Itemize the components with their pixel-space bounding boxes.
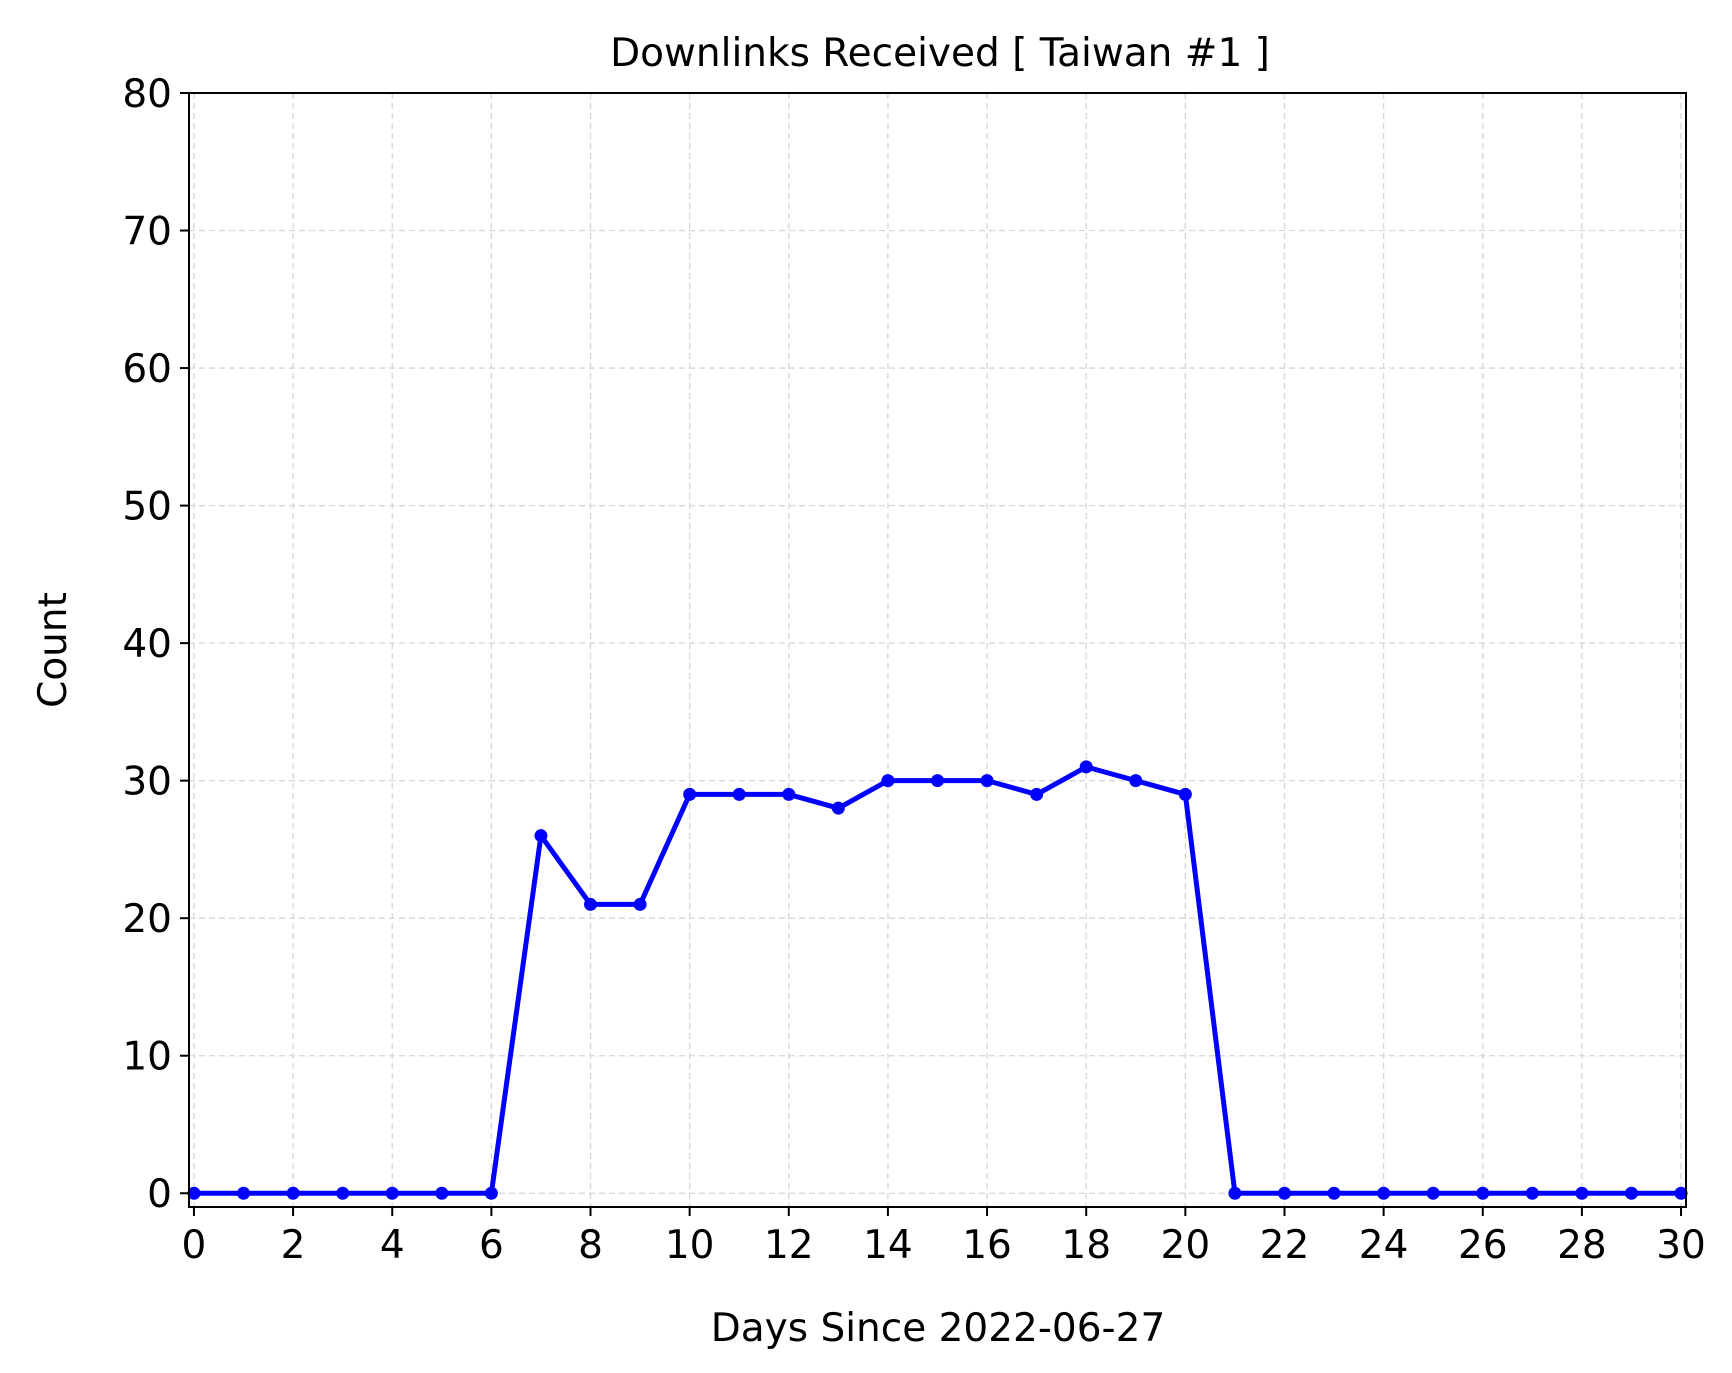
y-tick-label: 70 — [122, 210, 172, 255]
x-tick-label: 26 — [1458, 1223, 1508, 1268]
data-point — [1624, 1186, 1638, 1200]
grid-lines — [189, 92, 1686, 1207]
x-tick-label: 28 — [1557, 1223, 1607, 1268]
data-point — [1129, 774, 1143, 788]
data-point — [931, 774, 944, 788]
data-point — [1277, 1186, 1291, 1200]
data-point — [1079, 760, 1093, 774]
data-point — [683, 787, 697, 801]
data-point — [1575, 1186, 1589, 1200]
y-axis-ticks: 0 10 20 30 40 50 60 70 80 — [122, 72, 189, 1217]
x-axis-label: Days Since 2022-06-27 — [711, 1306, 1166, 1351]
y-tick-label: 30 — [122, 760, 172, 805]
x-tick-label: 2 — [281, 1223, 306, 1268]
data-point — [782, 787, 796, 801]
data-point — [1426, 1186, 1440, 1200]
data-point — [881, 774, 895, 788]
x-axis-ticks: 0 2 4 6 8 10 12 14 16 18 20 22 24 26 28 30 — [182, 1207, 1706, 1268]
x-tick-label: 24 — [1359, 1223, 1409, 1268]
y-tick-label: 80 — [122, 72, 172, 117]
data-point — [237, 1186, 251, 1200]
data-point — [1178, 787, 1192, 801]
series-layer — [187, 760, 1688, 1200]
y-tick-label: 20 — [122, 897, 172, 942]
data-point — [336, 1186, 350, 1200]
data-point — [1674, 1186, 1688, 1200]
data-point — [831, 801, 845, 815]
y-tick-label: 0 — [147, 1172, 172, 1217]
data-point — [385, 1186, 399, 1200]
plot-frame — [188, 92, 1687, 1208]
x-tick-label: 30 — [1656, 1223, 1706, 1268]
data-point — [435, 1186, 449, 1200]
data-point — [534, 829, 548, 843]
data-point — [1030, 787, 1044, 801]
x-tick-label: 16 — [962, 1223, 1012, 1268]
x-tick-label: 8 — [578, 1223, 603, 1268]
y-tick-label: 40 — [122, 622, 172, 667]
data-point — [187, 1186, 201, 1200]
data-point — [980, 774, 994, 788]
y-tick-label: 60 — [122, 347, 172, 392]
x-tick-label: 0 — [182, 1223, 207, 1268]
x-tick-label: 22 — [1260, 1223, 1310, 1268]
data-point — [286, 1186, 300, 1200]
x-tick-label: 6 — [479, 1223, 504, 1268]
x-tick-label: 4 — [380, 1223, 405, 1268]
data-point — [732, 787, 746, 801]
data-point — [1228, 1186, 1242, 1200]
x-tick-label: 20 — [1161, 1223, 1211, 1268]
chart-title: Downlinks Received [ Taiwan #1 ] — [610, 31, 1270, 76]
data-point — [484, 1186, 498, 1200]
data-point — [1525, 1186, 1539, 1200]
data-point — [633, 897, 647, 911]
data-point — [1377, 1186, 1391, 1200]
x-tick-label: 14 — [863, 1223, 913, 1268]
data-point — [1327, 1186, 1341, 1200]
y-tick-label: 50 — [122, 485, 172, 530]
y-tick-label: 10 — [122, 1035, 172, 1080]
data-point — [1476, 1186, 1490, 1200]
y-axis-label: Count — [31, 592, 76, 708]
x-tick-label: 12 — [764, 1223, 814, 1268]
series-line — [193, 764, 1682, 1196]
data-point — [584, 897, 598, 911]
x-tick-label: 10 — [665, 1223, 715, 1268]
x-tick-label: 18 — [1061, 1223, 1111, 1268]
